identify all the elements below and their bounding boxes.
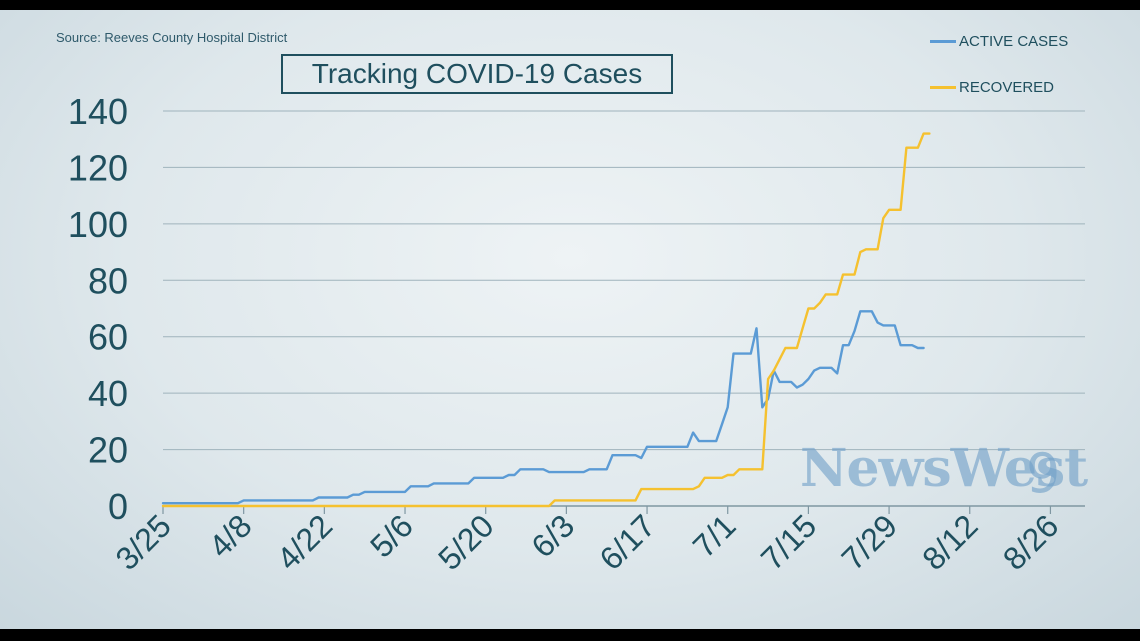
x-tick-label: 6/17 (593, 507, 662, 576)
x-tick-label: 4/8 (202, 507, 259, 564)
legend-item-recovered: RECOVERED (930, 76, 1068, 98)
legend-swatch-recovered (930, 85, 956, 89)
series-lines (161, 132, 931, 508)
x-tick-label: 4/22 (270, 507, 339, 576)
x-tick-label: 7/1 (686, 507, 743, 564)
y-tick-label: 80 (88, 260, 128, 301)
x-tick-label: 6/3 (524, 507, 581, 564)
x-tick-label: 7/29 (835, 507, 904, 576)
y-tick-label: 140 (68, 91, 128, 132)
grid-layer (163, 110, 1085, 507)
star-9-logo-icon: 9 (1026, 442, 1061, 505)
legend-label-active: ACTIVE CASES (959, 32, 1069, 50)
x-tick-label: 8/26 (996, 507, 1065, 576)
x-tick-label: 8/12 (915, 507, 984, 576)
x-tick-label: 5/20 (431, 507, 500, 576)
series-line-active-cases (161, 310, 925, 505)
x-tick-label: 5/6 (363, 507, 420, 564)
newswest-watermark: NewsWest (800, 438, 1088, 499)
x-tick-labels: 3/25 4/8 4/22 5/6 5/20 6/3 6/17 7/1 7/15 7/29 8/12… (108, 506, 1065, 577)
chart-title-text: Tracking COVID-19 Cases (311, 58, 643, 89)
x-tick-label: 7/15 (754, 507, 823, 576)
y-tick-label: 0 (108, 486, 128, 527)
y-tick-label: 120 (68, 147, 128, 188)
y-tick-label: 40 (88, 373, 128, 414)
y-tick-label: 100 (68, 204, 128, 245)
legend-swatch-active (930, 39, 956, 43)
chart-title: Tracking COVID-19 Cases (281, 54, 673, 94)
y-tick-labels: 0 20 40 60 80 100 120 140 (68, 91, 128, 527)
source-label: Source: Reeves County Hospital District (56, 30, 288, 45)
chart-frame: 0 20 40 60 80 100 120 140 3/25 4/8 4/22 5/6 5/20 6/3… (0, 10, 1140, 629)
legend-label-recovered: RECOVERED (959, 78, 1055, 96)
legend-item-active: ACTIVE CASES (930, 30, 1068, 52)
series-line-recovered (161, 132, 931, 508)
y-tick-label: 20 (88, 430, 128, 471)
legend: ACTIVE CASES RECOVERED (930, 30, 1068, 122)
y-tick-label: 60 (88, 317, 128, 358)
